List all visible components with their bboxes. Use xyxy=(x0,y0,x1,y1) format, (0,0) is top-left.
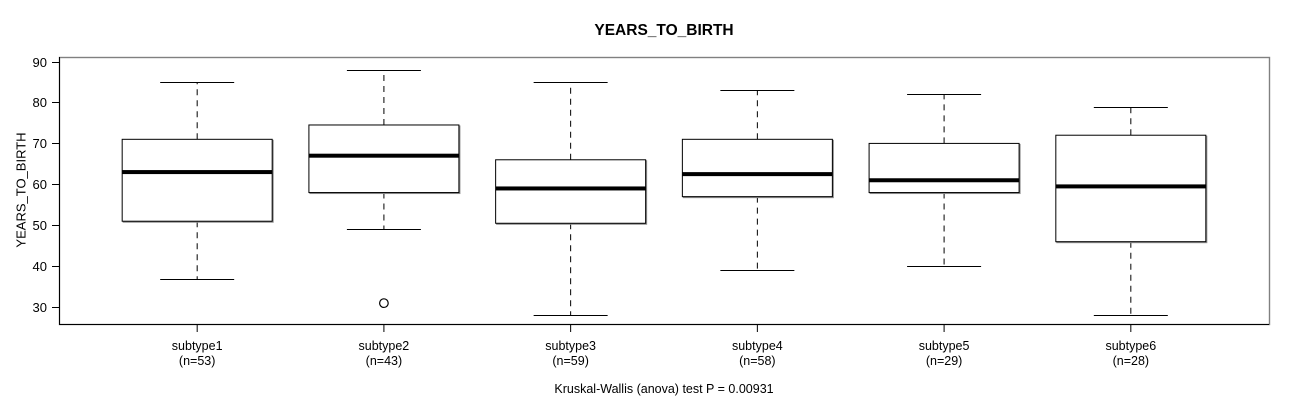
y-tick-label: 50 xyxy=(33,218,47,233)
x-tick-label: subtype5 xyxy=(919,339,970,353)
y-tick-label: 40 xyxy=(33,259,47,274)
iqr-box xyxy=(681,138,833,198)
x-tick-count-label: (n=59) xyxy=(552,354,588,368)
y-tick-label: 30 xyxy=(33,300,47,315)
x-tick-count-label: (n=43) xyxy=(366,354,402,368)
x-tick-count-label: (n=53) xyxy=(179,354,215,368)
y-tick-label: 70 xyxy=(33,136,47,151)
iqr-box xyxy=(1055,134,1207,243)
stats-caption: Kruskal-Wallis (anova) test P = 0.00931 xyxy=(554,382,774,396)
x-tick-count-label: (n=28) xyxy=(1113,354,1149,368)
outlier-point xyxy=(379,298,389,309)
x-tick-count-label: (n=29) xyxy=(926,354,962,368)
iqr-box xyxy=(868,142,1020,194)
x-tick-label: subtype3 xyxy=(545,339,596,353)
x-tick-label: subtype4 xyxy=(732,339,783,353)
iqr-box xyxy=(308,124,460,194)
y-tick-label: 90 xyxy=(33,55,47,70)
y-tick-label: 80 xyxy=(33,95,47,110)
median-line xyxy=(869,178,1020,183)
x-tick-label: subtype2 xyxy=(359,339,410,353)
median-line xyxy=(495,186,646,191)
iqr-box xyxy=(121,138,273,222)
iqr-box xyxy=(495,159,647,224)
median-line xyxy=(308,153,459,158)
chart-title: YEARS_TO_BIRTH xyxy=(594,22,734,39)
median-line xyxy=(682,172,833,177)
x-tick-label: subtype6 xyxy=(1105,339,1156,353)
x-tick-count-label: (n=58) xyxy=(739,354,775,368)
x-tick-label: subtype1 xyxy=(172,339,223,353)
median-line xyxy=(122,170,273,175)
y-tick-label: 60 xyxy=(33,177,47,192)
median-line xyxy=(1055,184,1206,189)
